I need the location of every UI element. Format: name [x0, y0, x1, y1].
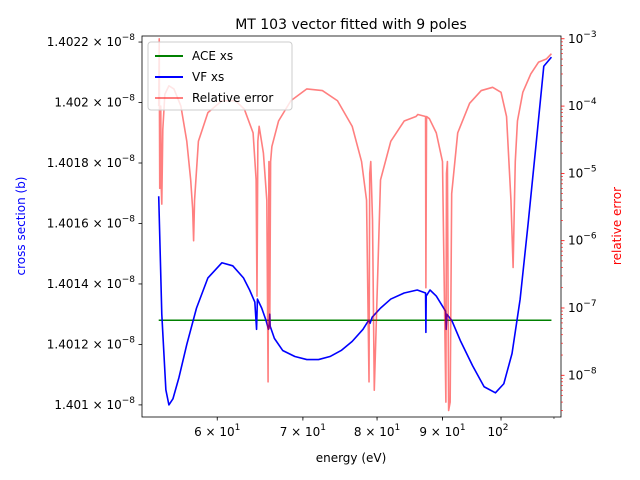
x-tick-label: 102 — [488, 423, 509, 439]
left-y-tick-label: 1.402 × 10−8 — [54, 94, 135, 110]
x-axis-label: energy (eV) — [316, 451, 387, 465]
left-y-tick-label: 1.401 × 10−8 — [54, 396, 135, 412]
legend-label-ace-xs: ACE xs — [192, 49, 233, 63]
chart-title: MT 103 vector fitted with 9 poles — [235, 17, 467, 33]
x-tick-label: 6 × 101 — [194, 423, 240, 439]
series-line-vf-xs — [157, 56, 553, 406]
plot-area — [157, 37, 553, 412]
right-y-axis: 10−8 10−7 10−6 10−5 10−4 10−3 — [561, 30, 597, 411]
right-y-tick-label: 10−4 — [568, 97, 597, 113]
right-y-tick-label: 10−8 — [568, 366, 597, 382]
x-axis: 6 × 101 7 × 101 8 × 101 9 × 101 102 — [194, 417, 555, 439]
legend-box — [147, 41, 293, 111]
left-y-tick-label: 1.4014 × 10−8 — [47, 275, 135, 291]
left-y-tick-label: 1.4012 × 10−8 — [47, 335, 135, 351]
legend: ACE xs VF xs Relative error — [147, 41, 293, 111]
legend-label-relative-error: Relative error — [192, 91, 273, 105]
right-y-axis-label: relative error — [610, 187, 624, 265]
x-tick-label: 7 × 101 — [280, 423, 326, 439]
series-line-relative-error — [157, 37, 553, 412]
right-y-tick-label: 10−5 — [568, 164, 597, 180]
left-y-axis-label: cross section (b) — [14, 177, 28, 276]
x-tick-label: 8 × 101 — [354, 423, 400, 439]
right-y-tick-label: 10−3 — [568, 30, 597, 46]
left-y-tick-label: 1.4016 × 10−8 — [47, 214, 135, 230]
left-y-axis: 1.401 × 10−8 1.4012 × 10−8 1.4014 × 10−8 1.… — [47, 33, 142, 412]
x-tick-label: 9 × 101 — [419, 423, 465, 439]
left-y-tick-label: 1.4018 × 10−8 — [47, 154, 135, 170]
right-y-tick-label: 10−6 — [568, 232, 597, 248]
legend-label-vf-xs: VF xs — [192, 70, 224, 84]
right-y-tick-label: 10−7 — [568, 299, 597, 315]
left-y-tick-label: 1.4022 × 10−8 — [47, 33, 135, 49]
axes-frame — [141, 35, 562, 418]
